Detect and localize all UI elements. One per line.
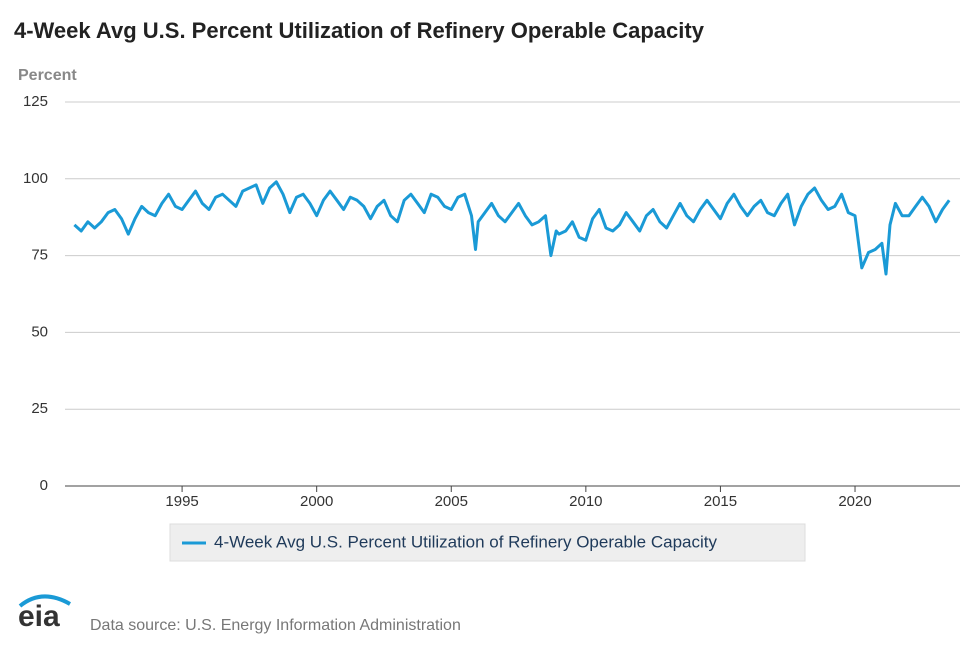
y-tick-label: 100 [23, 170, 48, 187]
source: Data source: U.S. Energy Information Adm… [90, 617, 461, 634]
chart-title: 4-Week Avg U.S. Percent Utilization of R… [14, 18, 705, 43]
x-tick-label: 2015 [704, 493, 737, 510]
x-tick-label: 2000 [300, 493, 333, 510]
y-tick-label: 0 [40, 477, 48, 494]
legend-box [169, 523, 806, 562]
x-tick-label: 2010 [569, 493, 602, 510]
x-tick-label: 1995 [165, 493, 198, 510]
y-axis-label: Percent [18, 67, 77, 84]
y-tick-label: 75 [31, 247, 48, 264]
x-tick-label: 2005 [435, 493, 468, 510]
data-line [73, 180, 951, 276]
legend-label: 4-Week Avg U.S. Percent Utilization of R… [214, 532, 717, 551]
logo: eia [18, 600, 60, 633]
x-tick-label: 2020 [838, 493, 871, 510]
y-tick-label: 125 [23, 93, 48, 110]
logo-swoosh [18, 594, 71, 608]
y-tick-label: 50 [31, 323, 48, 340]
y-tick-label: 25 [31, 400, 48, 417]
